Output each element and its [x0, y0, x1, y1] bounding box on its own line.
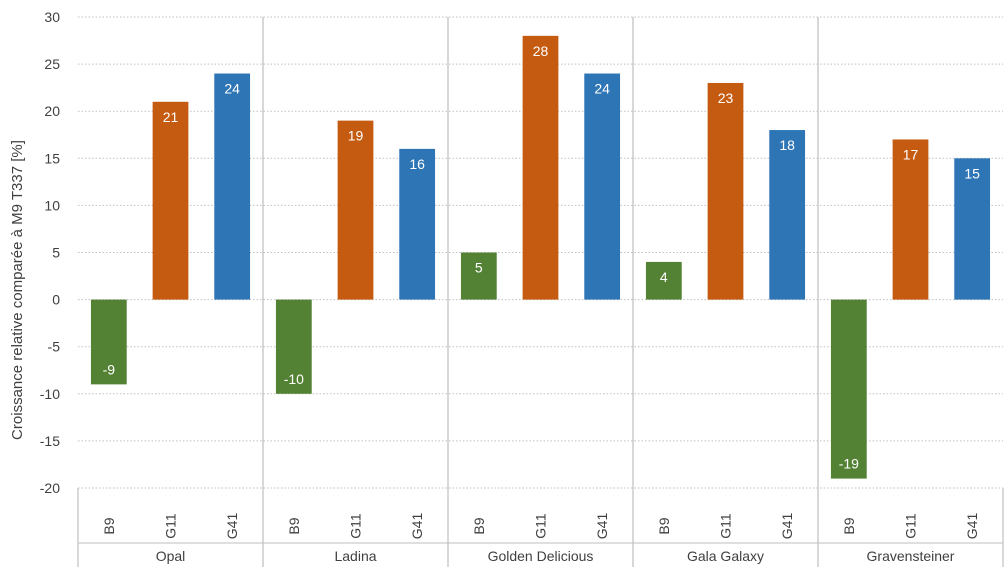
data-label: -9	[103, 361, 116, 377]
group-label: Opal	[156, 548, 186, 564]
y-axis-label: Croissance relative comparée à M9 T337 […	[9, 140, 26, 440]
bar-g41	[399, 148, 436, 300]
data-label: 16	[409, 156, 425, 172]
data-labels: -9 21 24 -10 19 16 5 28 24 4 23 18 -19 17 15	[103, 43, 981, 472]
bar-g11	[707, 82, 744, 300]
bars	[90, 35, 991, 479]
bar-b9	[460, 252, 497, 300]
category-label: B9	[101, 517, 117, 534]
category-label: G41	[409, 513, 425, 540]
category-label: G11	[163, 513, 179, 539]
bar-g11	[152, 101, 189, 300]
y-tick-label: -20	[40, 480, 60, 496]
data-label: -10	[284, 371, 304, 387]
category-label: B9	[286, 517, 302, 534]
bar-g41	[584, 73, 621, 300]
bar-g11	[892, 139, 929, 300]
category-label: G41	[964, 513, 980, 540]
data-label: 18	[779, 137, 795, 153]
y-tick-label: 0	[52, 292, 60, 308]
category-label: G11	[718, 513, 734, 539]
category-label: B9	[656, 517, 672, 534]
data-label: 19	[348, 128, 364, 144]
bar-b9	[645, 261, 682, 300]
y-tick-label: 10	[44, 197, 60, 213]
category-label: G11	[348, 513, 364, 539]
y-tick-label: -10	[40, 386, 60, 402]
group-label: Golden Delicious	[488, 548, 594, 564]
data-label: 23	[718, 90, 734, 106]
y-tick-label: 25	[44, 56, 60, 72]
y-tick-label: 20	[44, 103, 60, 119]
y-tick-label: 30	[44, 9, 60, 25]
y-tick-label: -5	[48, 339, 61, 355]
category-label: B9	[841, 517, 857, 534]
bar-b9	[90, 299, 127, 385]
bar-g41	[214, 73, 251, 300]
category-label: G41	[224, 513, 240, 540]
group-label: Ladina	[334, 548, 376, 564]
data-label: -19	[839, 456, 859, 472]
category-label: G41	[779, 513, 795, 540]
bar-g41	[769, 130, 806, 300]
y-axis-ticks: 30 25 20 15 10 5 0 -5 -10 -15 -20	[40, 9, 60, 496]
bar-b9	[830, 299, 867, 479]
data-label: 17	[903, 146, 919, 162]
y-tick-label: 15	[44, 150, 60, 166]
bar-g11	[522, 35, 559, 300]
data-label: 5	[475, 260, 483, 276]
category-label: G41	[594, 513, 610, 540]
data-label: 15	[964, 165, 980, 181]
y-tick-label: 5	[52, 245, 60, 261]
group-label: Gravensteiner	[867, 548, 955, 564]
category-label: G11	[903, 513, 919, 539]
data-label: 24	[594, 81, 610, 97]
data-label: 24	[224, 81, 240, 97]
data-label: 4	[660, 269, 668, 285]
category-label: G11	[533, 513, 549, 539]
bar-g41	[954, 158, 991, 300]
bar-g11	[337, 120, 374, 300]
y-tick-label: -15	[40, 433, 60, 449]
bar-b9	[275, 299, 312, 394]
group-label: Gala Galaxy	[687, 548, 764, 564]
data-label: 28	[533, 43, 549, 59]
data-label: 21	[163, 109, 179, 125]
category-label: B9	[471, 517, 487, 534]
